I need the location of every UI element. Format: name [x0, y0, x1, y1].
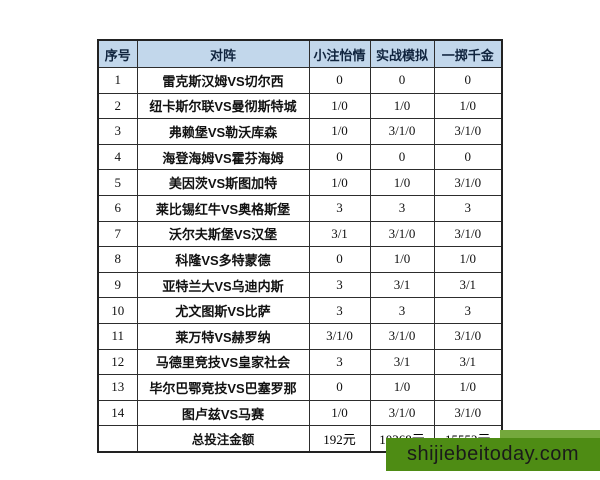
- table-row: 1 雷克斯汉姆VS切尔西 0 0 0: [97, 67, 503, 94]
- table-row: 5 美因茨VS斯图加特 1/0 1/0 3/1/0: [97, 169, 503, 196]
- simulation-value-cell: 0: [369, 67, 435, 94]
- table-row: 6 莱比锡红牛VS奥格斯堡 3 3 3: [97, 194, 503, 222]
- small-bet-value-cell: 1/0: [308, 118, 371, 145]
- match-name-cell: 亚特兰大VS乌迪内斯: [136, 271, 310, 299]
- match-name-cell: 美因茨VS斯图加特: [136, 169, 310, 196]
- row-number-cell: 11: [97, 322, 138, 350]
- match-name-cell: 纽卡斯尔联VS曼彻斯特城: [136, 92, 310, 120]
- watermark-site-text: shijiebeitoday.com: [406, 443, 580, 465]
- header-small-bet: 小注怡情: [308, 39, 371, 68]
- simulation-value-cell: 3/1/0: [369, 322, 435, 350]
- row-number-cell: 6: [97, 194, 138, 222]
- row-number-cell: 10: [97, 297, 138, 324]
- simulation-value-cell: 1/0: [369, 92, 435, 120]
- match-name-cell: 图卢兹VS马赛: [136, 399, 310, 427]
- table-row: 7 沃尔夫斯堡VS汉堡 3/1 3/1/0 3/1/0: [97, 220, 503, 248]
- match-name-cell: 海登海姆VS霍芬海姆: [136, 143, 310, 171]
- header-row-number: 序号: [97, 39, 138, 68]
- gold-value-cell: 3/1/0: [433, 322, 503, 350]
- small-bet-value-cell: 0: [308, 374, 371, 401]
- gold-value-cell: 1/0: [433, 246, 503, 273]
- gold-value-cell: 3/1/0: [433, 169, 503, 196]
- total-small-bet-value: 192元: [308, 425, 371, 453]
- header-match: 对阵: [136, 39, 310, 68]
- simulation-value-cell: 3/1: [369, 271, 435, 299]
- simulation-value-cell: 1/0: [369, 374, 435, 401]
- gold-value-cell: 1/0: [433, 374, 503, 401]
- gold-value-cell: 3/1: [433, 348, 503, 376]
- table-row: 11 莱万特VS赫罗纳 3/1/0 3/1/0 3/1/0: [97, 322, 503, 350]
- simulation-value-cell: 3/1/0: [369, 118, 435, 145]
- small-bet-value-cell: 3: [308, 194, 371, 222]
- gold-value-cell: 1/0: [433, 92, 503, 120]
- simulation-value-cell: 1/0: [369, 169, 435, 196]
- gold-value-cell: 3/1/0: [433, 118, 503, 145]
- gold-value-cell: 3: [433, 297, 503, 324]
- row-number-cell: 9: [97, 271, 138, 299]
- simulation-value-cell: 0: [369, 143, 435, 171]
- match-name-cell: 尤文图斯VS比萨: [136, 297, 310, 324]
- small-bet-value-cell: 3: [308, 297, 371, 324]
- row-number-cell: 14: [97, 399, 138, 427]
- table-row: 12 马德里竞技VS皇家社会 3 3/1 3/1: [97, 348, 503, 376]
- gold-value-cell: 0: [433, 143, 503, 171]
- simulation-value-cell: 3: [369, 297, 435, 324]
- watermark-banner: shijiebeitoday.com: [386, 438, 600, 471]
- gold-value-cell: 0: [433, 67, 503, 94]
- total-empty-cell: [97, 425, 138, 453]
- row-number-cell: 7: [97, 220, 138, 248]
- table-row: 3 弗赖堡VS勒沃库森 1/0 3/1/0 3/1/0: [97, 118, 503, 145]
- match-name-cell: 马德里竞技VS皇家社会: [136, 348, 310, 376]
- gold-value-cell: 3/1/0: [433, 399, 503, 427]
- table-row: 2 纽卡斯尔联VS曼彻斯特城 1/0 1/0 1/0: [97, 92, 503, 120]
- row-number-cell: 1: [97, 67, 138, 94]
- match-name-cell: 莱比锡红牛VS奥格斯堡: [136, 194, 310, 222]
- simulation-value-cell: 3/1/0: [369, 220, 435, 248]
- small-bet-value-cell: 0: [308, 67, 371, 94]
- simulation-value-cell: 3: [369, 194, 435, 222]
- simulation-value-cell: 1/0: [369, 246, 435, 273]
- header-simulation: 实战模拟: [369, 39, 435, 68]
- row-number-cell: 8: [97, 246, 138, 273]
- gold-value-cell: 3/1: [433, 271, 503, 299]
- match-name-cell: 莱万特VS赫罗纳: [136, 322, 310, 350]
- table-row: 10 尤文图斯VS比萨 3 3 3: [97, 297, 503, 324]
- row-number-cell: 5: [97, 169, 138, 196]
- small-bet-value-cell: 1/0: [308, 169, 371, 196]
- row-number-cell: 3: [97, 118, 138, 145]
- table-body: 1 雷克斯汉姆VS切尔西 0 0 0 2 纽卡斯尔联VS曼彻斯特城 1/0 1/0 1/0 3 弗赖堡…: [97, 67, 503, 427]
- small-bet-value-cell: 0: [308, 246, 371, 273]
- row-number-cell: 2: [97, 92, 138, 120]
- table-row: 4 海登海姆VS霍芬海姆 0 0 0: [97, 143, 503, 171]
- small-bet-value-cell: 0: [308, 143, 371, 171]
- header-gold: 一掷千金: [433, 39, 503, 68]
- table-row: 9 亚特兰大VS乌迪内斯 3 3/1 3/1: [97, 271, 503, 299]
- table-row: 14 图卢兹VS马赛 1/0 3/1/0 3/1/0: [97, 399, 503, 427]
- row-number-cell: 4: [97, 143, 138, 171]
- table-header-row: 序号 对阵 小注怡情 实战模拟 一掷千金: [97, 39, 503, 68]
- table-row: 13 毕尔巴鄂竞技VS巴塞罗那 0 1/0 1/0: [97, 374, 503, 401]
- small-bet-value-cell: 3: [308, 348, 371, 376]
- table-row: 8 科隆VS多特蒙德 0 1/0 1/0: [97, 246, 503, 273]
- simulation-value-cell: 3/1: [369, 348, 435, 376]
- betting-odds-table: 序号 对阵 小注怡情 实战模拟 一掷千金 1 雷克斯汉姆VS切尔西 0 0 0 2 纽卡斯尔…: [97, 39, 503, 453]
- gold-value-cell: 3/1/0: [433, 220, 503, 248]
- match-name-cell: 科隆VS多特蒙德: [136, 246, 310, 273]
- row-number-cell: 12: [97, 348, 138, 376]
- small-bet-value-cell: 3/1: [308, 220, 371, 248]
- row-number-cell: 13: [97, 374, 138, 401]
- small-bet-value-cell: 3: [308, 271, 371, 299]
- small-bet-value-cell: 1/0: [308, 399, 371, 427]
- small-bet-value-cell: 3/1/0: [308, 322, 371, 350]
- small-bet-value-cell: 1/0: [308, 92, 371, 120]
- match-name-cell: 弗赖堡VS勒沃库森: [136, 118, 310, 145]
- gold-value-cell: 3: [433, 194, 503, 222]
- match-name-cell: 沃尔夫斯堡VS汉堡: [136, 220, 310, 248]
- match-name-cell: 雷克斯汉姆VS切尔西: [136, 67, 310, 94]
- match-name-cell: 毕尔巴鄂竞技VS巴塞罗那: [136, 374, 310, 401]
- simulation-value-cell: 3/1/0: [369, 399, 435, 427]
- total-label: 总投注金额: [136, 425, 310, 453]
